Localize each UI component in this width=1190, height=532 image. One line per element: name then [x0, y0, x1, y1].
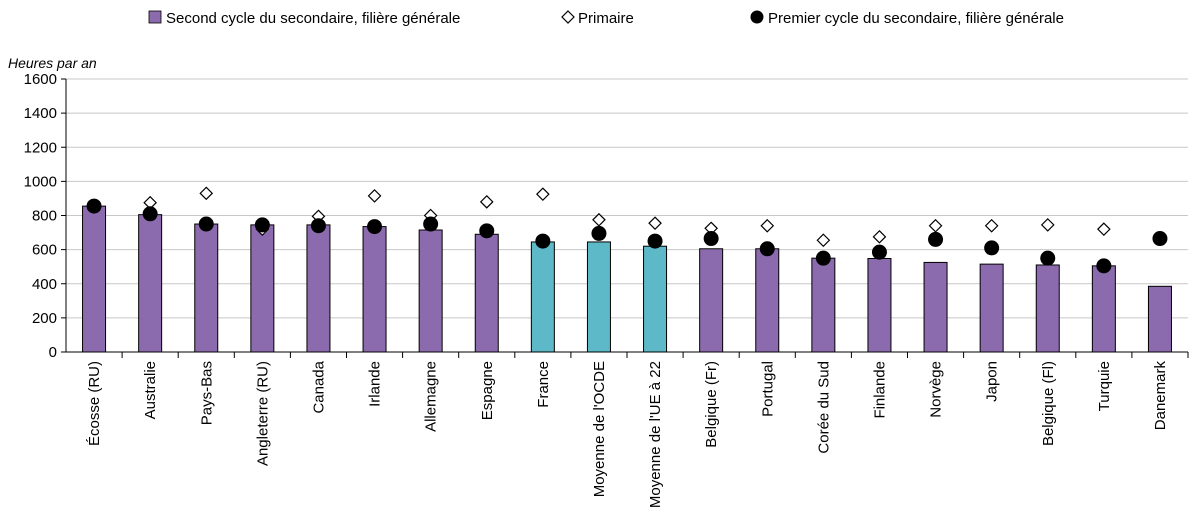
legend: Second cycle du secondaire, filière géné…	[148, 10, 1064, 27]
x-tick-label: Australie	[142, 361, 159, 419]
marker-primaire	[928, 218, 943, 233]
marker-premier-cycle	[198, 216, 214, 232]
x-tick-label: Moyenne de l'UE à 22	[647, 361, 664, 508]
marker-premier-cycle	[703, 231, 719, 247]
y-axis-label: Heures par an	[8, 55, 97, 71]
x-tick-label: Canada	[310, 360, 327, 413]
marker-primaire	[367, 189, 382, 203]
marker-premier-cycle	[535, 233, 551, 249]
y-tick-label: 0	[49, 344, 57, 361]
marker-primaire	[648, 216, 662, 231]
x-tick-label: Belgique (Fl)	[1040, 361, 1057, 446]
x-tick-label: Allemagne	[423, 361, 440, 432]
x-tick-label: Danemark	[1152, 361, 1169, 431]
bar	[867, 257, 892, 353]
marker-premier-cycle	[310, 218, 326, 234]
marker-primaire	[872, 229, 887, 244]
x-tick-label: Portugal	[759, 361, 776, 417]
marker-primaire	[760, 218, 775, 233]
marker-primaire	[1097, 222, 1111, 236]
bar	[194, 223, 219, 353]
bar	[1147, 285, 1172, 353]
bar	[699, 248, 724, 353]
marker-premier-cycle	[591, 225, 607, 241]
x-tick-label: Turquie	[1096, 361, 1113, 411]
bar	[138, 214, 163, 353]
y-tick-label: 1000	[24, 173, 57, 190]
bar	[362, 226, 387, 353]
x-tick-label: Japon	[984, 361, 1001, 402]
marker-primaire	[592, 212, 606, 227]
marker-premier-cycle	[423, 216, 439, 232]
legend-swatch-primaire	[561, 10, 575, 24]
marker-primaire	[816, 233, 831, 248]
legend-label-premier-cycle: Premier cycle du secondaire, filière gén…	[768, 10, 1064, 27]
legend-swatch-second-cycle	[148, 10, 162, 24]
legend-label-second-cycle: Second cycle du secondaire, filière géné…	[166, 10, 460, 27]
y-tick-label: 400	[32, 276, 57, 293]
legend-label-primaire: Primaire	[578, 10, 634, 27]
y-tick-label: 200	[32, 310, 57, 327]
bar	[643, 245, 668, 353]
marker-premier-cycle	[1096, 258, 1112, 274]
x-tick-label: Irlande	[367, 361, 384, 407]
marker-premier-cycle	[928, 231, 944, 247]
x-tick-label: Pays-Bas	[198, 361, 215, 425]
grid	[66, 78, 1188, 319]
x-tick-label: Finlande	[871, 361, 888, 419]
marker-primaire	[479, 195, 494, 209]
bar	[811, 257, 836, 353]
bars	[82, 205, 1172, 353]
markers	[86, 186, 1168, 274]
y-tick-label: 1400	[24, 105, 57, 122]
marker-premier-cycle	[86, 198, 102, 214]
axes: 0 200 400 600 800 1000 1200 1400 1600 Écosse (RU)…	[24, 71, 1189, 508]
marker-premier-cycle	[871, 244, 887, 260]
legend-swatch-premier-cycle	[750, 10, 764, 24]
marker-premier-cycle	[759, 241, 775, 257]
x-tick-label: Écosse (RU)	[86, 361, 103, 446]
marker-premier-cycle	[1040, 250, 1056, 266]
marker-primaire	[1040, 218, 1055, 232]
y-tick-label: 800	[32, 208, 57, 225]
bar	[474, 233, 499, 353]
marker-premier-cycle	[479, 223, 495, 239]
bar	[755, 248, 780, 353]
y-tick-label: 1600	[24, 71, 57, 88]
marker-premier-cycle	[254, 217, 270, 233]
marker-premier-cycle	[815, 250, 831, 266]
x-tick-label: Belgique (Fr)	[703, 361, 720, 448]
marker-premier-cycle	[142, 206, 158, 222]
bar	[530, 241, 555, 353]
x-tick-label: France	[535, 361, 552, 408]
marker-premier-cycle	[647, 233, 663, 249]
marker-premier-cycle	[984, 240, 1000, 256]
marker-primaire	[536, 187, 550, 202]
x-tick-label: Corée du Sud	[815, 361, 832, 454]
y-tick-label: 1200	[24, 139, 57, 156]
bar	[306, 224, 331, 353]
bar	[979, 263, 1004, 353]
x-tick-label: Espagne	[479, 361, 496, 420]
marker-primaire	[199, 186, 214, 201]
bar	[418, 229, 443, 353]
bar	[1091, 265, 1116, 353]
x-tick-label: Norvège	[928, 361, 945, 418]
marker-primaire	[984, 218, 999, 233]
bar	[250, 224, 275, 353]
bar	[923, 261, 948, 353]
y-tick-label: 600	[32, 242, 57, 259]
bar	[586, 241, 611, 353]
x-tick-label: Moyenne de l'OCDE	[591, 361, 608, 497]
x-tick-label: Angleterre (RU)	[254, 361, 271, 466]
marker-premier-cycle	[367, 219, 383, 235]
marker-premier-cycle	[1152, 231, 1168, 247]
bar	[1035, 264, 1060, 353]
bar	[82, 205, 107, 353]
